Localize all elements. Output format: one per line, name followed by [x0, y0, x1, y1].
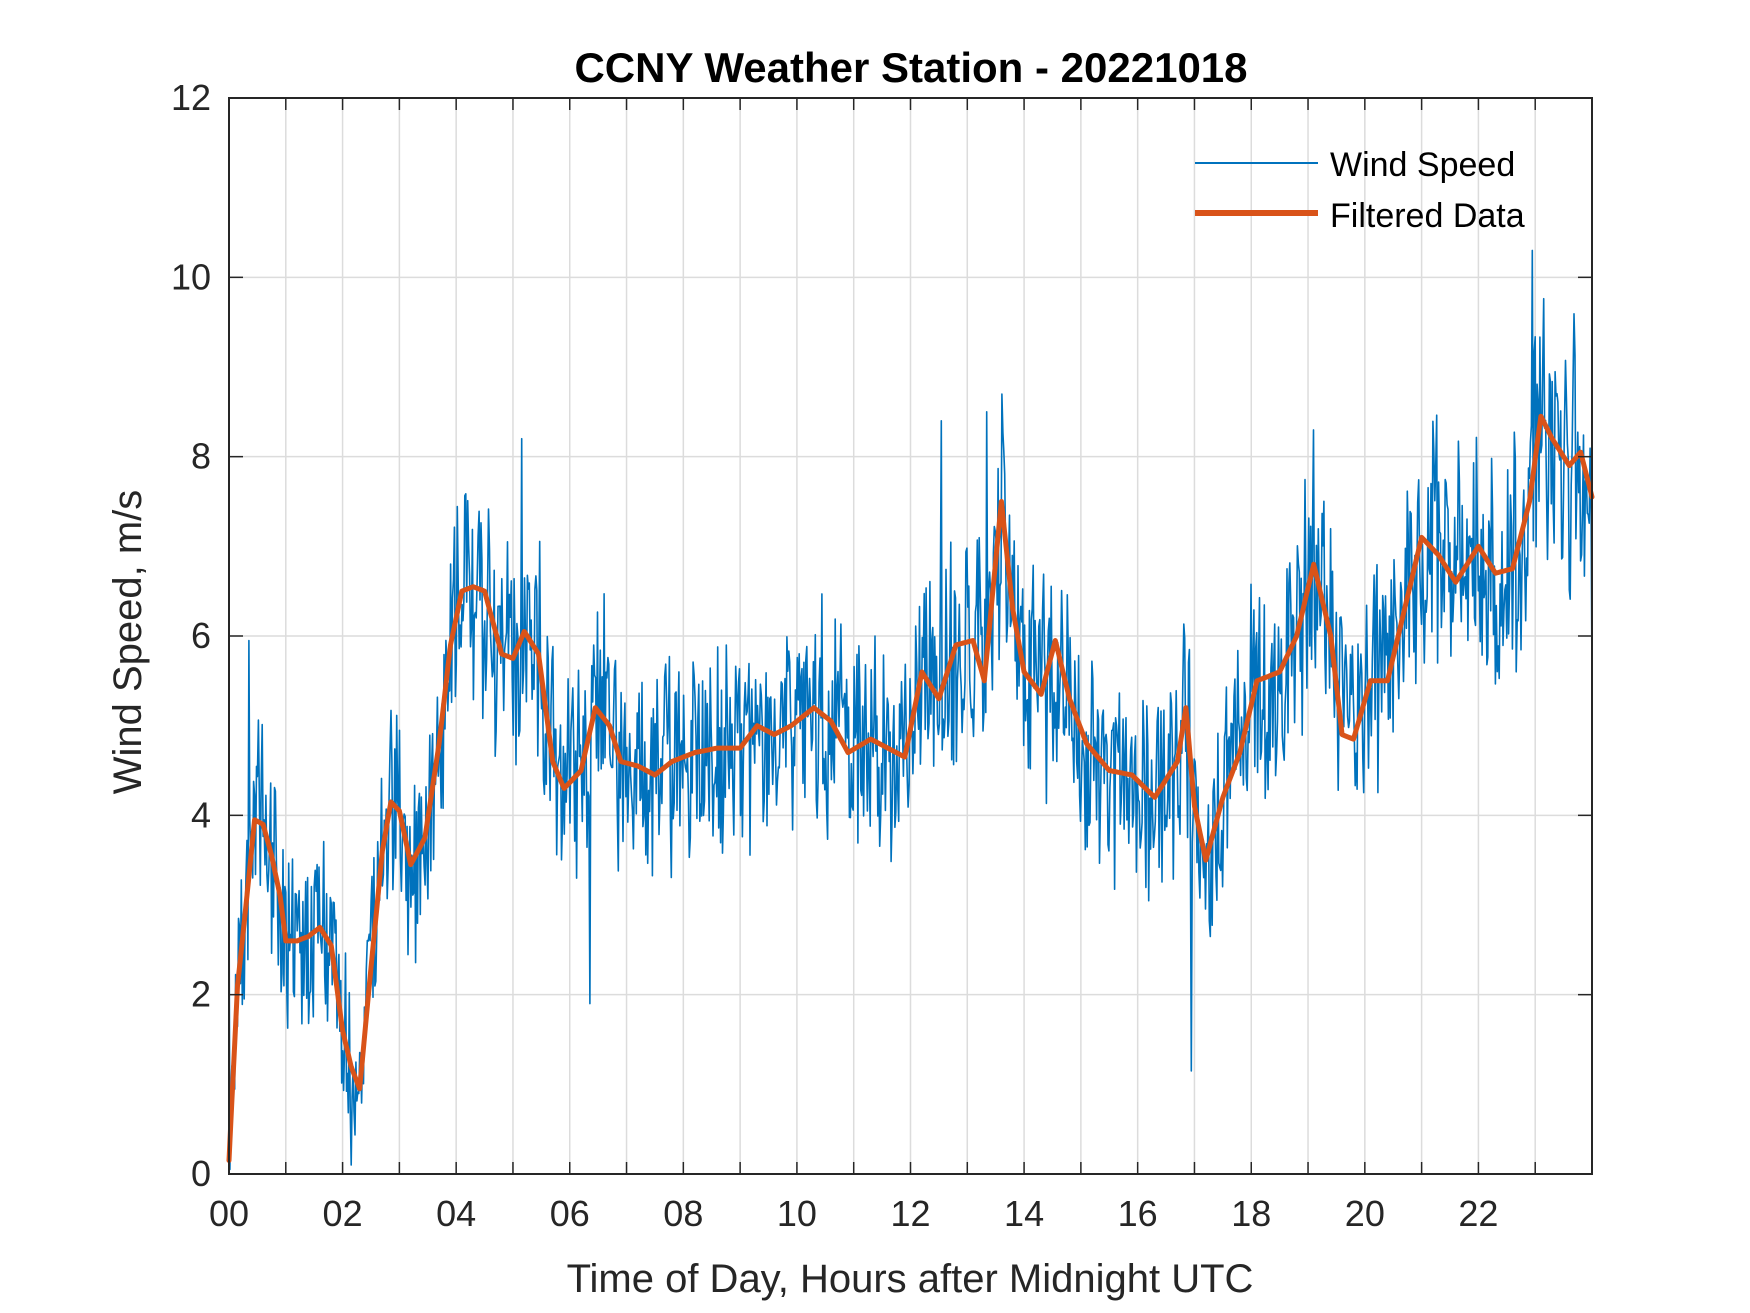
- x-axis-label: Time of Day, Hours after Midnight UTC: [567, 1257, 1254, 1301]
- y-tick-label: 0: [191, 1153, 211, 1194]
- y-tick-label: 6: [191, 615, 211, 656]
- x-tick-label: 04: [436, 1193, 476, 1234]
- y-tick-label: 10: [171, 256, 211, 297]
- x-tick-label: 14: [1004, 1193, 1044, 1234]
- chart-title: CCNY Weather Station - 20221018: [574, 44, 1247, 91]
- x-tick-label: 08: [663, 1193, 703, 1234]
- legend-label-filtered-data: Filtered Data: [1330, 197, 1525, 235]
- plot-area: [226, 249, 1595, 1171]
- series-line-filtered-data: [226, 413, 1595, 1163]
- y-tick-label: 12: [171, 77, 211, 118]
- y-tick-label: 4: [191, 794, 211, 835]
- y-axis-label: Wind Speed, m/s: [106, 490, 150, 795]
- x-tick-label: 02: [323, 1193, 363, 1234]
- legend-label-wind-speed: Wind Speed: [1330, 146, 1515, 184]
- x-tick-label: 20: [1345, 1193, 1385, 1234]
- x-tick-label: 22: [1458, 1193, 1498, 1234]
- y-tick-label: 2: [191, 974, 211, 1015]
- x-tick-label: 00: [209, 1193, 249, 1234]
- y-tick-label: 8: [191, 436, 211, 477]
- x-tick-label: 16: [1118, 1193, 1158, 1234]
- x-tick-label: 12: [890, 1193, 930, 1234]
- ticks: [229, 98, 1592, 1174]
- legend: Wind Speed Filtered Data: [1195, 146, 1525, 235]
- x-tick-label: 10: [777, 1193, 817, 1234]
- x-tick-label: 18: [1231, 1193, 1271, 1234]
- x-tick-label: 06: [550, 1193, 590, 1234]
